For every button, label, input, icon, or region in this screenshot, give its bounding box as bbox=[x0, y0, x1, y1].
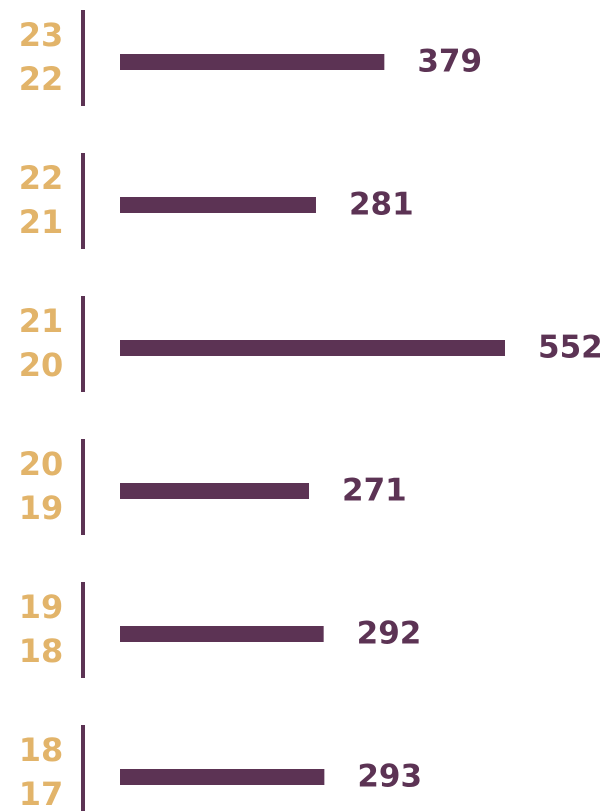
category-label: 19 bbox=[19, 489, 64, 527]
value-label: 271 bbox=[342, 473, 407, 509]
value-label: 281 bbox=[349, 187, 414, 223]
category-label: 18 bbox=[19, 731, 64, 769]
category-label: 18 bbox=[19, 632, 64, 670]
value-label: 379 bbox=[417, 44, 482, 80]
bar bbox=[120, 769, 325, 785]
category-label: 22 bbox=[19, 159, 64, 197]
category-label: 20 bbox=[19, 346, 64, 384]
bar bbox=[120, 626, 324, 642]
bar bbox=[120, 54, 385, 70]
bar bbox=[120, 340, 505, 356]
value-label: 292 bbox=[357, 616, 422, 652]
bar bbox=[120, 197, 316, 213]
category-label: 17 bbox=[19, 775, 64, 811]
category-label: 22 bbox=[19, 60, 64, 98]
value-label: 552 bbox=[538, 330, 603, 366]
category-label: 20 bbox=[19, 445, 64, 483]
category-label: 19 bbox=[19, 588, 64, 626]
bar bbox=[120, 483, 310, 499]
category-label: 21 bbox=[19, 203, 64, 241]
value-label: 293 bbox=[357, 759, 422, 795]
category-label: 23 bbox=[19, 16, 64, 54]
category-label: 21 bbox=[19, 302, 64, 340]
